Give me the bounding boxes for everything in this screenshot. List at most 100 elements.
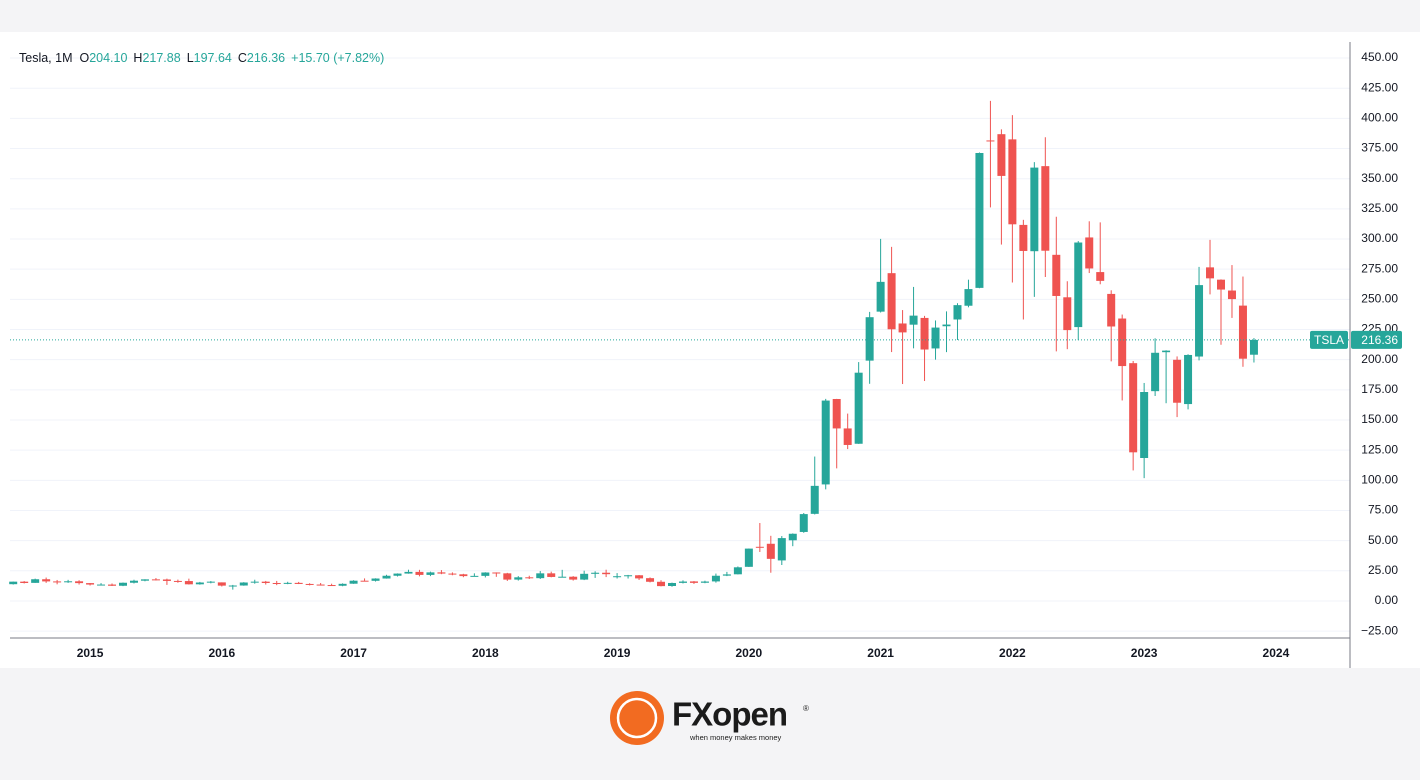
candle-body xyxy=(272,582,281,584)
candle-body xyxy=(162,579,171,581)
candle-body xyxy=(151,579,160,581)
y-tick-label: 325.00 xyxy=(1361,201,1398,215)
candle-body xyxy=(580,573,589,580)
x-tick-label: 2022 xyxy=(999,646,1026,660)
candle-body xyxy=(657,581,666,587)
y-tick-label: −25.00 xyxy=(1361,623,1398,637)
candle-body xyxy=(239,582,248,586)
candle-body xyxy=(744,548,753,567)
candle-body xyxy=(920,317,929,350)
candle-body xyxy=(283,582,292,584)
candle-body xyxy=(1184,354,1193,405)
y-tick-label: 275.00 xyxy=(1361,261,1398,275)
candle-body xyxy=(700,581,709,583)
candle-body xyxy=(931,327,940,349)
y-tick-label: 200.00 xyxy=(1361,352,1398,366)
candle-body xyxy=(799,514,808,532)
x-tick-label: 2020 xyxy=(736,646,763,660)
ticker-tag xyxy=(1310,330,1348,349)
candle-body xyxy=(1217,279,1225,290)
candle-body xyxy=(547,573,556,577)
x-tick-label: 2016 xyxy=(208,646,235,660)
candle-body xyxy=(986,140,995,142)
candle-body xyxy=(1195,285,1204,357)
candle-body xyxy=(1085,237,1094,269)
y-tick-label: 375.00 xyxy=(1361,141,1398,155)
candle-body xyxy=(755,546,764,548)
candle-body xyxy=(108,584,117,586)
x-tick-label: 2021 xyxy=(867,646,894,660)
x-tick-label: 2017 xyxy=(340,646,367,660)
candle-body xyxy=(1063,297,1072,331)
candle-body xyxy=(75,581,84,584)
candle-body xyxy=(1206,267,1215,279)
y-tick-label: 300.00 xyxy=(1361,231,1398,245)
candle-body xyxy=(119,582,127,586)
candle-body xyxy=(821,400,830,485)
candle-body xyxy=(503,573,512,580)
candle-body xyxy=(942,324,951,327)
candle-body xyxy=(1118,318,1127,367)
price-tag xyxy=(1351,330,1402,349)
ticker-label: TSLA xyxy=(1314,333,1344,347)
candle-body xyxy=(140,579,149,581)
y-tick-label: 100.00 xyxy=(1361,472,1398,486)
candle-body xyxy=(1173,359,1182,403)
close-value: 216.36 xyxy=(246,51,286,65)
candle-body xyxy=(53,581,62,583)
candle-body xyxy=(733,567,742,575)
candle-body xyxy=(997,134,1006,176)
candle-body xyxy=(415,571,424,575)
candle-body xyxy=(646,578,655,582)
y-tick-label: 125.00 xyxy=(1361,442,1398,456)
candle-body xyxy=(316,584,325,586)
candle-body xyxy=(426,572,435,575)
candle-body xyxy=(481,572,490,576)
change: +15.70 (+7.82%) xyxy=(291,51,385,65)
candle-body xyxy=(305,583,314,585)
candle-body xyxy=(492,572,501,574)
candle-body xyxy=(1227,290,1236,300)
candle-body xyxy=(569,576,578,580)
candle-body xyxy=(975,152,984,288)
x-tick-label: 2015 xyxy=(77,646,104,660)
candle-body xyxy=(360,580,369,582)
candle-body xyxy=(668,582,676,587)
high-value: 217.88 xyxy=(142,51,181,65)
candle-body xyxy=(514,577,523,580)
candle-body xyxy=(184,581,193,585)
candle-body xyxy=(722,574,731,576)
candle-body xyxy=(678,581,687,583)
low-label: L xyxy=(186,51,194,65)
candle-body xyxy=(371,578,380,581)
y-tick-label: 25.00 xyxy=(1368,563,1398,577)
x-tick-label: 2018 xyxy=(472,646,499,660)
candle-body xyxy=(1162,350,1171,353)
tagline: when money makes money xyxy=(689,733,782,742)
candle-body xyxy=(964,289,973,306)
candle-body xyxy=(536,573,545,579)
candle-body xyxy=(689,581,698,583)
y-tick-label: 350.00 xyxy=(1361,171,1398,185)
x-tick-label: 2024 xyxy=(1263,646,1290,660)
candle-body xyxy=(382,575,391,579)
candle-body xyxy=(1249,339,1258,355)
candle-body xyxy=(558,576,567,578)
candle-body xyxy=(349,580,358,584)
low-value: 197.64 xyxy=(193,51,232,65)
candle-body xyxy=(31,579,40,583)
candle-body xyxy=(810,485,819,514)
candle-body xyxy=(602,572,611,575)
y-tick-label: 400.00 xyxy=(1361,111,1398,125)
candle-body xyxy=(1008,139,1017,225)
y-tick-label: 250.00 xyxy=(1361,292,1398,306)
footer-logo: FXopen ® when money makes money xyxy=(610,691,809,745)
candle-body xyxy=(843,428,852,445)
candle-body xyxy=(1096,272,1105,281)
candle-body xyxy=(953,305,962,320)
candle-body xyxy=(250,581,259,583)
candle-body xyxy=(173,580,182,582)
candle-body xyxy=(1129,363,1138,453)
candle-body xyxy=(525,577,534,579)
